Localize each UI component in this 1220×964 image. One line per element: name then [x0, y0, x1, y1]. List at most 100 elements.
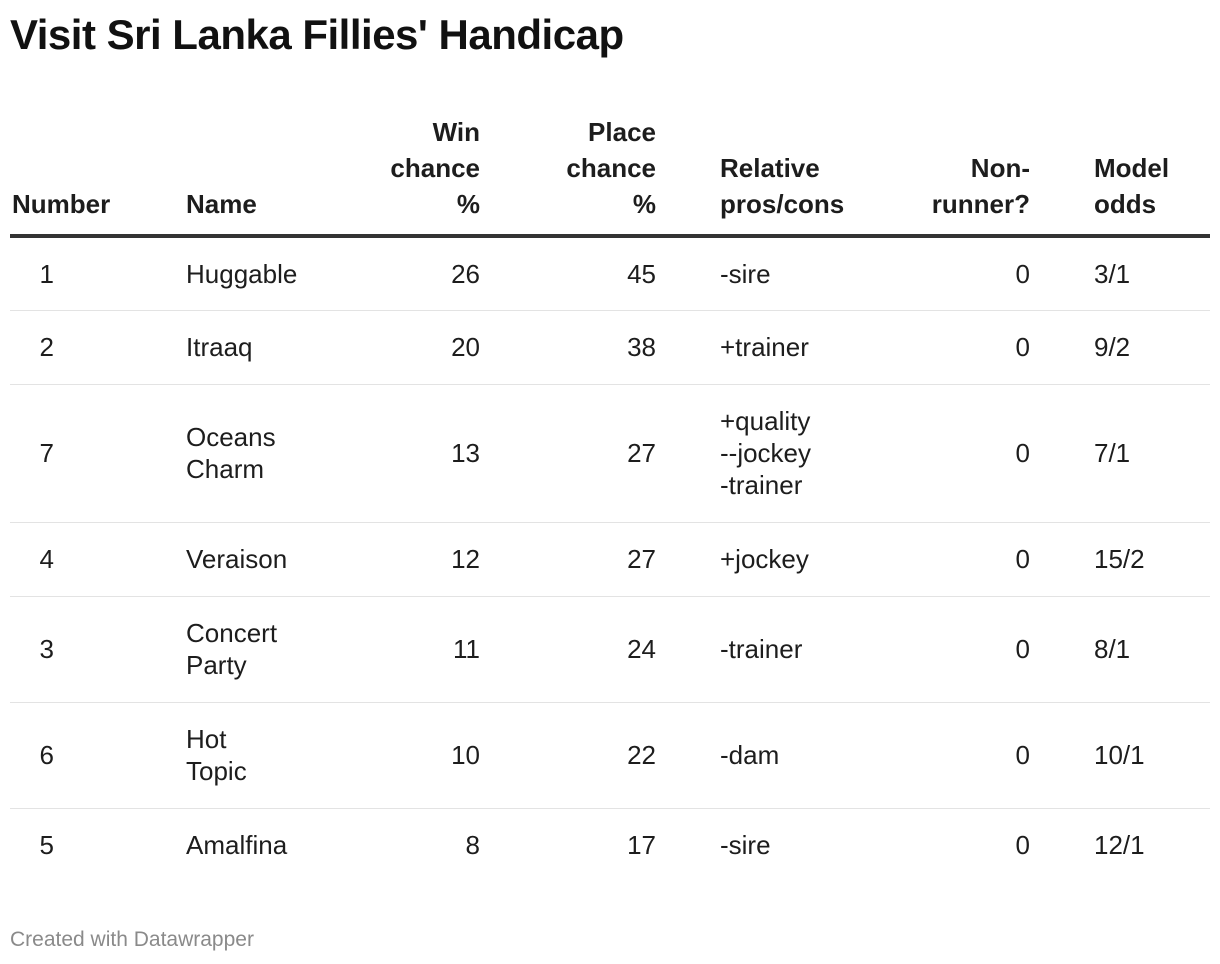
cell-win-chance: 11 [296, 596, 480, 703]
column-header-non-runner: Non-runner? [866, 114, 1030, 238]
header-label-line: chance [390, 153, 480, 183]
cell-name: Oceans Charm [120, 384, 296, 523]
cell-place-chance: 24 [480, 596, 656, 703]
cell-name-line: Huggable [186, 258, 298, 289]
credit-footer: Created with Datawrapper [10, 928, 254, 951]
cell-win-chance: 20 [296, 310, 480, 385]
cell-name-line: Party [186, 650, 247, 680]
cell-pros-cons: -dam [656, 702, 866, 809]
cell-pros-cons: -trainer [656, 596, 866, 703]
cell-pros-cons-line: +trainer [720, 332, 809, 362]
cell-place-chance: 38 [480, 310, 656, 385]
header-label-line: Relative [720, 153, 820, 183]
cell-win-chance: 8 [465, 830, 480, 861]
cell-number: 6 [10, 702, 120, 809]
cell-name: Veraison [120, 522, 296, 597]
cell-pros-cons-line: -sire [720, 258, 771, 289]
cell-name-line: Amalfina [186, 830, 288, 861]
race-table: Number Name Win chance% Place chance% Rela… [10, 114, 1210, 882]
cell-pros-cons: -sire [656, 236, 866, 311]
header-label-line: runner? [931, 189, 1030, 219]
cell-model-odds: 10/1 [1030, 702, 1210, 809]
cell-pros-cons: +quality --jockey -trainer [656, 384, 866, 523]
column-header-place-chance: Place chance% [480, 114, 656, 238]
cell-model-odds: 12/1 [1094, 830, 1145, 861]
cell-pros-cons: +jockey [656, 522, 866, 597]
cell-number: 7 [10, 384, 120, 523]
cell-name-line: Veraison [186, 544, 288, 574]
table-row: 2 Itraaq 20 38 +trainer 0 9/2 [10, 310, 1210, 385]
table-row: 1 Huggable 26 45 -sire 0 3/1 [10, 236, 1210, 311]
cell-name-line: Concert [186, 618, 278, 648]
column-header-pros-cons: Relative pros/cons [656, 114, 866, 238]
header-label-line: pros/cons [720, 189, 845, 219]
cell-pros-cons: -sire [656, 808, 866, 882]
cell-model-odds: 9/2 [1030, 310, 1210, 385]
cell-non-runner: 0 [866, 384, 1030, 523]
table-row: 7 Oceans Charm 13 27 +quality --jockey -trainer… [10, 384, 1210, 523]
header-label-line: Model [1094, 153, 1170, 183]
cell-number: 3 [10, 596, 120, 703]
header-label-line: Win [432, 117, 480, 147]
header-label-line: Name [186, 189, 257, 219]
cell-place-chance: 45 [480, 236, 656, 311]
cell-non-runner: 0 [866, 702, 1030, 809]
cell-pros-cons-line: -trainer [720, 634, 803, 664]
cell-name-line: Hot [186, 724, 227, 754]
cell-pros-cons: +trainer [656, 310, 866, 385]
cell-model-odds: 8/1 [1030, 596, 1210, 703]
header-label-line: Place [588, 117, 656, 147]
cell-win-chance: 10 [296, 702, 480, 809]
cell-pros-cons-line: -dam [720, 740, 780, 770]
table-header: Number Name Win chance% Place chance% Rela… [10, 114, 1210, 238]
header-label-line: chance [566, 153, 656, 183]
column-header-number: Number [10, 114, 120, 238]
cell-name-line: Charm [186, 454, 265, 484]
cell-pros-cons-line: +quality [720, 406, 811, 436]
page-title: Visit Sri Lanka Fillies' Handicap [10, 11, 624, 58]
cell-model-odds: 3/1 [1030, 236, 1210, 311]
cell-place-chance: 22 [480, 702, 656, 809]
cell-name-line: Oceans [186, 422, 276, 452]
cell-pros-cons-line: -trainer [720, 470, 803, 500]
race-table-container: Number Name Win chance% Place chance% Rela… [10, 114, 1210, 882]
header-label-line: Non- [970, 153, 1030, 183]
cell-non-runner: 0 [866, 236, 1030, 311]
cell-name-line: Itraaq [186, 332, 253, 362]
cell-place-chance: 27 [480, 522, 656, 597]
header-label-line: Number [12, 189, 111, 219]
cell-pros-cons-line: --jockey [720, 438, 812, 468]
cell-name: Hot Topic [120, 702, 296, 809]
cell-non-runner: 0 [866, 596, 1030, 703]
cell-non-runner: 0 [1015, 830, 1030, 861]
column-header-model-odds: Model odds [1030, 114, 1210, 238]
table-body: 1 Huggable 26 45 -sire 0 3/1 2 Itraaq 20 38 +traine… [10, 236, 1210, 882]
table-row: 6 Hot Topic 10 22 -dam 0 10/1 [10, 702, 1210, 809]
cell-name-line: Topic [186, 756, 247, 786]
column-header-win-chance: Win chance% [296, 114, 480, 238]
cell-name: Itraaq [120, 310, 296, 385]
cell-win-chance: 13 [296, 384, 480, 523]
cell-model-odds: 7/1 [1030, 384, 1210, 523]
column-header-name: Name [120, 114, 296, 238]
cell-win-chance: 26 [296, 236, 480, 311]
cell-number: 1 [10, 236, 120, 311]
cell-name: Concert Party [120, 596, 296, 703]
header-row: Number Name Win chance% Place chance% Rela… [10, 114, 1210, 238]
header-label-line: odds [1094, 189, 1157, 219]
cell-pros-cons-line: -sire [720, 830, 771, 861]
header-label-line: % [632, 189, 656, 219]
cell-pros-cons-line: +jockey [720, 544, 809, 574]
cell-place-chance: 27 [480, 384, 656, 523]
header-label-line: % [456, 189, 480, 219]
cell-non-runner: 0 [866, 310, 1030, 385]
cell-number: 5 [39, 830, 54, 861]
table-row: 4 Veraison 12 27 +jockey 0 15/2 [10, 522, 1210, 597]
cell-win-chance: 12 [296, 522, 480, 597]
cell-place-chance: 17 [627, 830, 656, 861]
cell-number: 2 [10, 310, 120, 385]
cell-model-odds: 15/2 [1030, 522, 1210, 597]
cell-number: 4 [10, 522, 120, 597]
cell-name: Huggable [120, 236, 298, 311]
table-row: 3 Concert Party 11 24 -trainer 0 8/1 [10, 596, 1210, 703]
